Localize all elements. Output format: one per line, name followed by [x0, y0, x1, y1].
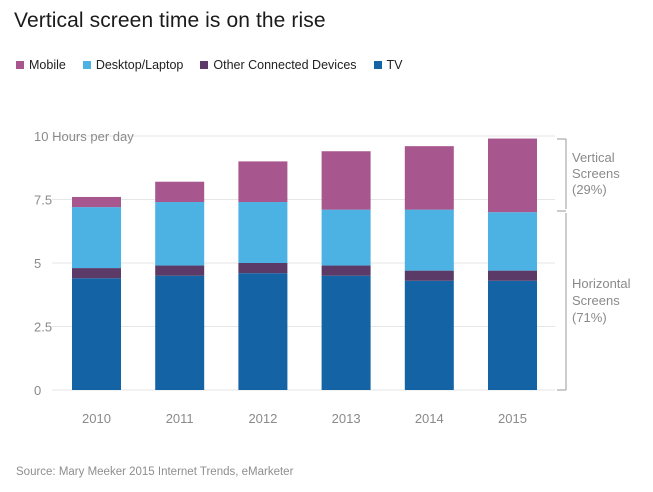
- bar-2013-tv: [321, 275, 371, 390]
- y-tick-label-0: 0: [34, 383, 41, 398]
- bar-2014-desktop-laptop: [404, 209, 454, 271]
- bar-2012-tv: [238, 273, 288, 390]
- bar-2011-other-connected-devices: [155, 265, 205, 276]
- horizontal-label-line3: (71%): [572, 310, 607, 325]
- x-tick-label-2012: 2012: [248, 411, 277, 426]
- source-note: Source: Mary Meeker 2015 Internet Trends…: [16, 466, 294, 478]
- legend-item-mobile: Mobile: [16, 58, 66, 72]
- legend-swatch-mobile: [16, 61, 24, 69]
- y-tick-label-2: 5: [34, 256, 41, 271]
- bar-2010-mobile: [72, 196, 121, 208]
- bar-2015-tv: [488, 280, 537, 390]
- x-tick-label-2010: 2010: [82, 411, 111, 426]
- legend-swatch-other: [200, 61, 209, 69]
- legend-swatch-tv: [373, 61, 382, 69]
- bar-2013-other-connected-devices: [321, 265, 371, 276]
- vertical-label-line1: Vertical: [572, 150, 615, 165]
- x-tick-label-2013: 2013: [332, 411, 361, 426]
- bar-2011-mobile: [155, 181, 205, 203]
- axis-labels: 0 2.5 5 7.5 10 Hours per day 2010 2011 2012 2013…: [34, 129, 527, 426]
- bars: [72, 138, 537, 390]
- horizontal-label-line2: Screens: [572, 293, 620, 308]
- legend-swatch-desktop: [82, 61, 91, 69]
- x-tick-label-2015: 2015: [498, 411, 527, 426]
- legend-label-desktop: Desktop/Laptop: [95, 58, 184, 72]
- legend-item-other: Other Connected Devices: [200, 58, 357, 72]
- screen-annotations: Vertical Screens (29%) Horizontal Screen…: [557, 138, 631, 391]
- bar-2010-desktop-laptop: [72, 207, 121, 269]
- y-tick-label-3: 7.5: [34, 193, 52, 208]
- bar-2015-mobile: [488, 138, 537, 213]
- legend-label-mobile: Mobile: [29, 58, 66, 72]
- vertical-label-line3: (29%): [572, 182, 607, 197]
- bar-2014-tv: [404, 280, 454, 390]
- bar-2010-tv: [72, 278, 121, 390]
- horizontal-label-line1: Horizontal: [572, 276, 631, 291]
- legend-label-other: Other Connected Devices: [213, 58, 357, 72]
- bar-2013-mobile: [321, 151, 371, 210]
- bar-2012-mobile: [238, 161, 288, 203]
- bar-2011-desktop-laptop: [155, 202, 205, 266]
- y-tick-label-4: 10 Hours per day: [34, 129, 134, 144]
- chart-title: Vertical screen time is on the rise: [14, 9, 326, 32]
- x-tick-label-2014: 2014: [415, 411, 444, 426]
- bar-2014-other-connected-devices: [404, 270, 454, 281]
- bar-2011-tv: [155, 275, 205, 390]
- bar-2014-mobile: [404, 146, 454, 210]
- bar-2015-desktop-laptop: [488, 212, 537, 271]
- grid-lines: [52, 135, 555, 391]
- legend-label-tv: TV: [386, 58, 403, 72]
- legend: Mobile Desktop/Laptop Other Connected De…: [16, 57, 420, 73]
- vertical-label-line2: Screens: [572, 166, 620, 181]
- bar-2015-other-connected-devices: [488, 270, 537, 281]
- x-tick-label-2011: 2011: [166, 411, 194, 426]
- bar-2012-desktop-laptop: [238, 202, 288, 263]
- legend-item-tv: TV: [373, 58, 403, 72]
- bar-2010-other-connected-devices: [72, 268, 121, 279]
- legend-item-desktop: Desktop/Laptop: [82, 58, 184, 72]
- bar-2012-other-connected-devices: [238, 263, 288, 274]
- y-tick-label-1: 2.5: [34, 320, 52, 335]
- bar-2013-desktop-laptop: [321, 209, 371, 266]
